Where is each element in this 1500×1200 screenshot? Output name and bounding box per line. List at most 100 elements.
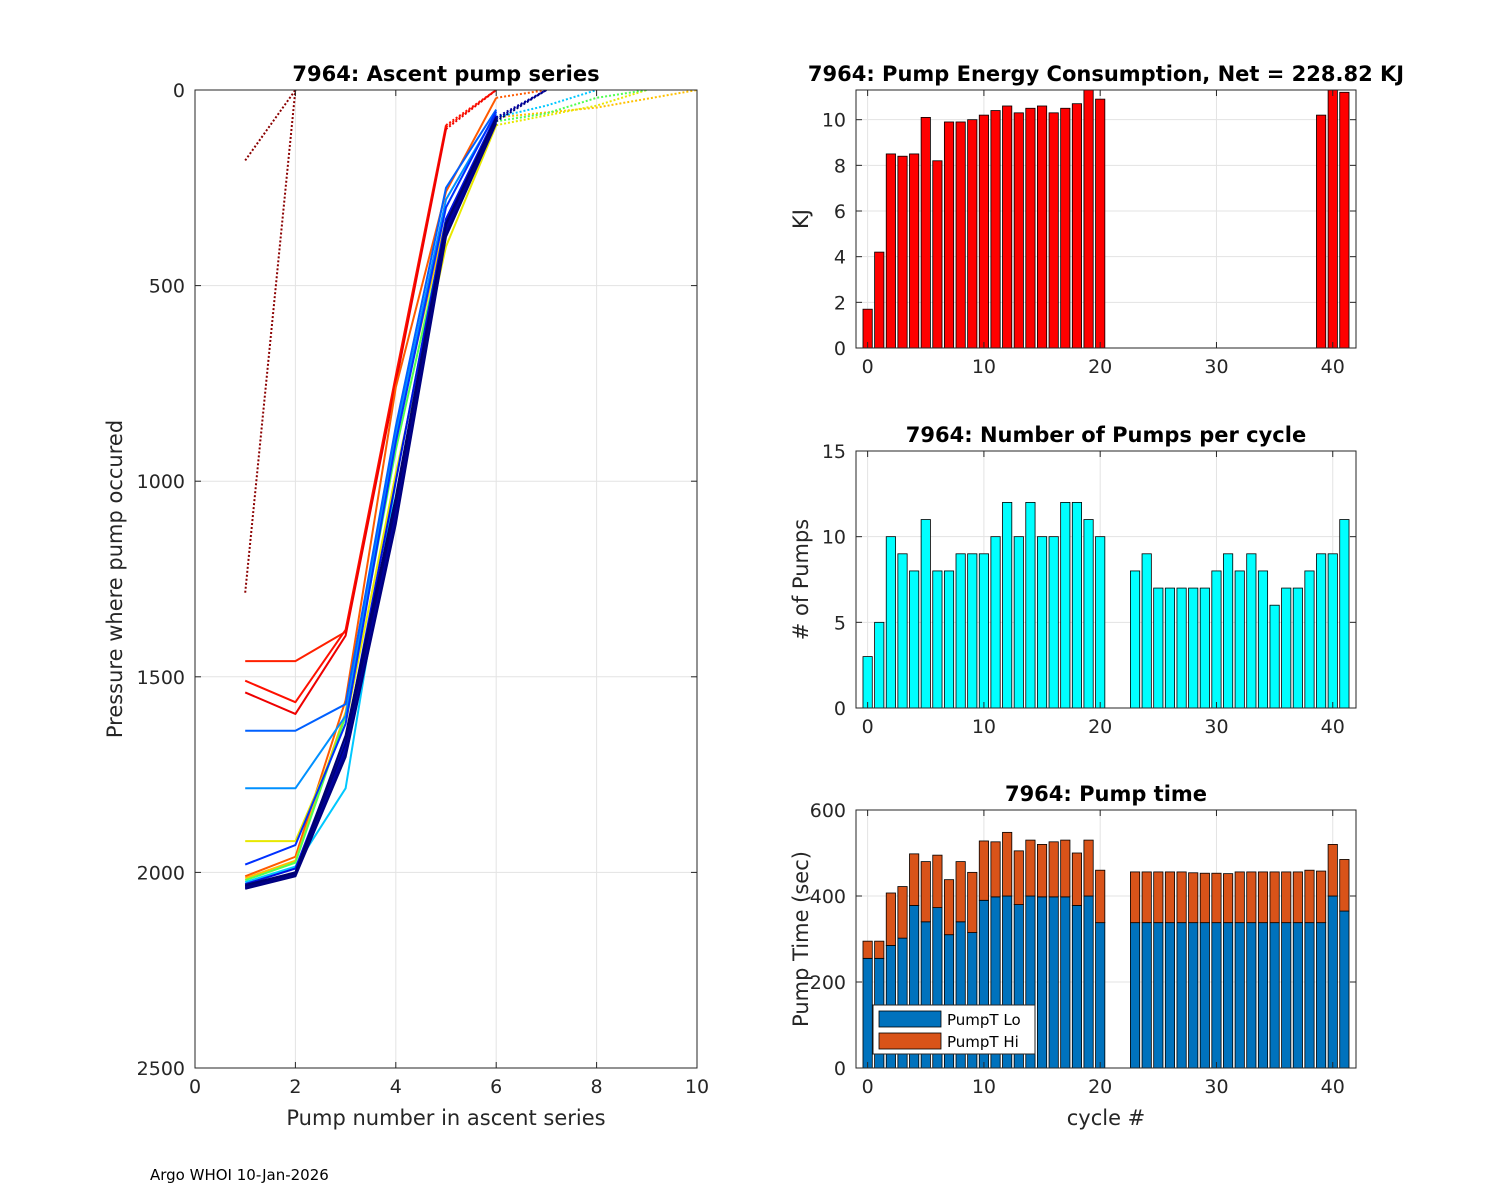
- pumptime-bar-hi: [1025, 839, 1036, 897]
- ascent-x-tick-label: 2: [289, 1076, 301, 1098]
- pumps-bar: [1036, 536, 1048, 708]
- pumps-bar: [1316, 553, 1327, 708]
- pumps-bar: [1060, 501, 1071, 708]
- pumptime-x-tick-label: 0: [862, 1076, 874, 1098]
- pumptime-bar-hi: [1130, 871, 1141, 924]
- pumps-bar: [897, 553, 908, 708]
- ascent-series-line: [244, 111, 498, 866]
- pumps-bar: [1199, 587, 1210, 708]
- energy-y-tick-label: 4: [834, 247, 846, 269]
- pumps-bar: [1257, 570, 1269, 708]
- energy-x-tick-label: 10: [972, 356, 996, 378]
- energy-y-axis-label: KJ: [789, 209, 813, 229]
- pumps-bar: [1281, 587, 1292, 708]
- pumptime-bar-lo: [1164, 922, 1176, 1069]
- pumptime-bar-hi: [1246, 871, 1257, 924]
- energy-bar: [943, 121, 955, 348]
- pumptime-bar-hi: [1188, 872, 1199, 924]
- pumptime-bar-lo: [1036, 896, 1048, 1069]
- pumptime-bar-hi: [1257, 871, 1269, 924]
- ascent-series-line: [496, 90, 648, 127]
- pumptime-bar-hi: [1304, 869, 1315, 924]
- pumps-bar: [1223, 553, 1234, 708]
- pumptime-bar-lo: [1071, 905, 1082, 1069]
- pumptime-bar-hi: [1141, 871, 1152, 924]
- pumptime-bar-hi: [897, 886, 908, 939]
- energy-bar: [1339, 91, 1350, 348]
- ascent-series-line: [244, 122, 498, 890]
- ascent-y-tick-label: 2000: [137, 862, 185, 884]
- pumps-bar: [1153, 587, 1164, 708]
- energy-bar: [1036, 105, 1048, 348]
- pumptime-bar-lo: [1211, 922, 1222, 1069]
- pumps-bar: [1188, 587, 1199, 708]
- pumps-x-tick-label: 30: [1204, 716, 1228, 738]
- pumptime-bar-hi: [1176, 871, 1187, 924]
- pumptime-bar-lo: [1083, 895, 1094, 1069]
- energy-plot-area: [856, 90, 1356, 348]
- pumptime-bar-hi: [943, 879, 955, 936]
- pumptime-y-tick-label: 600: [810, 800, 846, 822]
- pumptime-bar-hi: [862, 940, 873, 959]
- energy-bar: [1048, 112, 1059, 348]
- energy-bar: [862, 308, 873, 348]
- pumps-bar: [1292, 587, 1303, 708]
- ascent-lines: [244, 90, 697, 890]
- energy-bar: [1327, 90, 1338, 348]
- pumptime-bar-lo: [1316, 922, 1327, 1069]
- footer-credit: Argo WHOI 10-Jan-2026: [150, 1166, 329, 1184]
- ascent-x-tick-label: 10: [685, 1076, 709, 1098]
- pumptime-bar-hi: [1048, 841, 1059, 898]
- pumptime-y-tick-label: 0: [834, 1058, 846, 1080]
- pumptime-bar-lo: [1130, 922, 1141, 1069]
- pumptime-bar-hi: [1095, 869, 1106, 924]
- ascent-series-line: [244, 114, 498, 886]
- pumptime-bar-hi: [1036, 844, 1048, 898]
- energy-y-tick-label: 10: [822, 110, 846, 132]
- pumptime-bar-lo: [1246, 922, 1257, 1069]
- energy-bar: [1071, 103, 1082, 348]
- pumptime-bar-lo: [1199, 922, 1210, 1069]
- pumptime-y-tick-label: 400: [810, 886, 846, 908]
- pumptime-bar-hi: [1281, 871, 1292, 924]
- energy-bar: [909, 153, 920, 348]
- ascent-y-tick-label: 2500: [137, 1058, 185, 1080]
- pumps-bar: [978, 553, 989, 708]
- pumps-y-tick-label: 10: [822, 527, 846, 549]
- energy-bar: [1095, 98, 1106, 348]
- pumps-bar: [1071, 501, 1082, 708]
- pumptime-bar-lo: [1257, 922, 1269, 1069]
- pumps-bar: [990, 536, 1001, 708]
- pumptime-bar-lo: [1176, 922, 1187, 1069]
- pumps-bar: [1013, 536, 1024, 708]
- energy-y-tick-label: 6: [834, 201, 846, 223]
- energy-x-tick-label: 40: [1321, 356, 1345, 378]
- ascent-title: 7964: Ascent pump series: [292, 62, 599, 86]
- pumptime-bar-hi: [1327, 844, 1338, 897]
- energy-bar: [1025, 107, 1036, 348]
- pumptime-bar-hi: [1292, 871, 1303, 924]
- ascent-series-line: [244, 90, 297, 161]
- pumptime-x-tick-label: 30: [1204, 1076, 1228, 1098]
- ascent-x-axis-label: Pump number in ascent series: [286, 1106, 605, 1130]
- pumptime-legend-label: PumpT Lo: [947, 1011, 1021, 1029]
- energy-bar: [955, 121, 966, 348]
- pumps-bar: [1211, 570, 1222, 708]
- pumps-y-tick-label: 15: [822, 441, 846, 463]
- pumps-bar: [932, 570, 943, 708]
- energy-y-tick-label: 0: [834, 338, 846, 360]
- energy-bar: [978, 114, 989, 348]
- energy-bar: [885, 153, 896, 348]
- pumps-bar: [862, 656, 873, 708]
- pumptime-y-axis-label: Pump Time (sec): [789, 851, 813, 1027]
- energy-x-tick-label: 0: [862, 356, 874, 378]
- pumptime-bar-lo: [1281, 922, 1292, 1069]
- pumptime-bar-hi: [1060, 839, 1071, 898]
- pumps-bar: [1327, 553, 1338, 708]
- ascent-series-line: [244, 90, 297, 593]
- pumptime-bar-hi: [1223, 873, 1234, 924]
- pumptime-x-tick-label: 40: [1321, 1076, 1345, 1098]
- pumps-axes-box: [855, 450, 1357, 709]
- energy-x-tick-label: 20: [1088, 356, 1112, 378]
- ascent-y-tick-label: 500: [149, 276, 185, 298]
